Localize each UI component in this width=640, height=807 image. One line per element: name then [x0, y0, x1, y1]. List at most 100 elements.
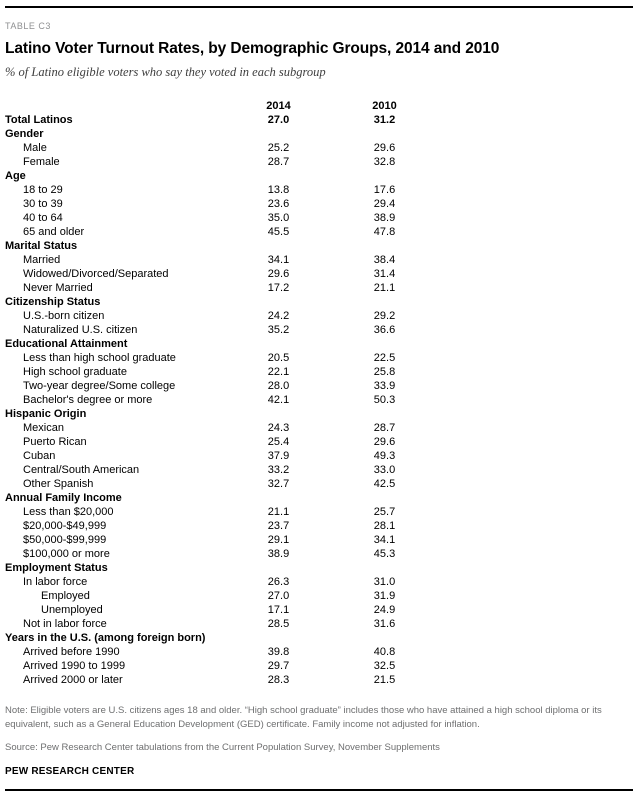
table-row: Widowed/Divorced/Separated 29.6 31.4: [5, 267, 635, 281]
table-row: $50,000-$99,999 29.1 34.1: [5, 533, 635, 547]
table-number-label: TABLE C3: [5, 21, 51, 31]
row-label: 30 to 39: [23, 198, 63, 210]
row-label: Total Latinos: [5, 114, 73, 126]
row-label: Less than $20,000: [23, 506, 114, 518]
table-row: Arrived 2000 or later 28.3 21.5: [5, 673, 635, 687]
row-value-2014: 21.1: [267, 506, 290, 518]
table-row: Annual Family Income: [5, 491, 635, 505]
row-value-2010: 32.5: [373, 660, 396, 672]
row-value-2010: 34.1: [373, 534, 396, 546]
row-value-2014: 39.8: [267, 646, 290, 658]
row-value-2010: 29.2: [373, 310, 396, 322]
row-value-2010: 29.6: [373, 436, 396, 448]
data-table: 2014 2010 Total Latinos 27.0 31.2 Gender Mal…: [5, 99, 635, 687]
row-label: Unemployed: [41, 604, 103, 616]
note-text: Note: Eligible voters are U.S. citizens …: [5, 705, 602, 730]
table-row: $100,000 or more 38.9 45.3: [5, 547, 635, 561]
table-row: Female 28.7 32.8: [5, 155, 635, 169]
table-row: Naturalized U.S. citizen 35.2 36.6: [5, 323, 635, 337]
table-row: Not in labor force 28.5 31.6: [5, 617, 635, 631]
row-label: Mexican: [23, 422, 64, 434]
table-row: Educational Attainment: [5, 337, 635, 351]
row-label: Employment Status: [5, 562, 108, 574]
row-value-2010: 24.9: [373, 604, 396, 616]
row-label: $50,000-$99,999: [23, 534, 107, 546]
row-value-2014: 22.1: [267, 366, 290, 378]
page-title: Latino Voter Turnout Rates, by Demograph…: [5, 40, 500, 57]
table-row: Never Married 17.2 21.1: [5, 281, 635, 295]
table-body: Total Latinos 27.0 31.2 Gender Male 25.2 29.6 F…: [5, 113, 635, 687]
row-label: Other Spanish: [23, 478, 94, 490]
row-value-2010: 49.3: [373, 450, 396, 462]
report-table-page: TABLE C3 Latino Voter Turnout Rates, by …: [0, 6, 640, 792]
table-row: Hispanic Origin: [5, 407, 635, 421]
row-value-2010: 42.5: [373, 478, 396, 490]
row-label: Female: [23, 156, 60, 168]
row-label: 40 to 64: [23, 212, 63, 224]
brand-footer: PEW RESEARCH CENTER: [5, 766, 135, 778]
row-label: Male: [23, 142, 47, 154]
row-label: Central/South American: [23, 464, 140, 476]
source-text: Source: Pew Research Center tabulations …: [5, 741, 440, 753]
table-row: Arrived before 1990 39.8 40.8: [5, 645, 635, 659]
row-value-2014: 35.0: [267, 212, 290, 224]
row-value-2014: 42.1: [267, 394, 290, 406]
row-label: Not in labor force: [23, 618, 107, 630]
row-value-2010: 33.0: [373, 464, 396, 476]
row-value-2014: 28.0: [267, 380, 290, 392]
row-value-2010: 31.9: [373, 590, 396, 602]
row-value-2014: 25.2: [267, 142, 290, 154]
row-value-2010: 17.6: [373, 184, 396, 196]
row-label: Educational Attainment: [5, 338, 128, 350]
row-label: Naturalized U.S. citizen: [23, 324, 138, 336]
row-label: In labor force: [23, 576, 88, 588]
row-value-2010: 28.1: [373, 520, 396, 532]
row-value-2014: 32.7: [267, 478, 290, 490]
row-value-2010: 31.2: [373, 114, 396, 126]
row-value-2014: 25.4: [267, 436, 290, 448]
table-row: 30 to 39 23.6 29.4: [5, 197, 635, 211]
row-value-2010: 36.6: [373, 324, 396, 336]
row-value-2010: 47.8: [373, 226, 396, 238]
row-value-2010: 38.9: [373, 212, 396, 224]
row-value-2010: 22.5: [373, 352, 396, 364]
row-label: Marital Status: [5, 240, 78, 252]
row-label: Employed: [41, 590, 90, 602]
row-value-2014: 29.7: [267, 660, 290, 672]
table-row: In labor force 26.3 31.0: [5, 575, 635, 589]
row-label: Years in the U.S. (among foreign born): [5, 632, 206, 644]
row-label: U.S.-born citizen: [23, 310, 105, 322]
table-row: Puerto Rican 25.4 29.6: [5, 435, 635, 449]
row-label: Two-year degree/Some college: [23, 380, 176, 392]
table-row: Mexican 24.3 28.7: [5, 421, 635, 435]
table-row: $20,000-$49,999 23.7 28.1: [5, 519, 635, 533]
table-row: Two-year degree/Some college 28.0 33.9: [5, 379, 635, 393]
row-label: 18 to 29: [23, 184, 63, 196]
row-value-2014: 26.3: [267, 576, 290, 588]
table-row: Gender: [5, 127, 635, 141]
row-label: $100,000 or more: [23, 548, 110, 560]
column-header-2010: 2010: [372, 100, 397, 112]
row-value-2010: 29.6: [373, 142, 396, 154]
row-value-2014: 27.0: [267, 114, 290, 126]
row-value-2010: 45.3: [373, 548, 396, 560]
row-value-2014: 28.5: [267, 618, 290, 630]
row-label: Gender: [5, 128, 44, 140]
row-value-2014: 20.5: [267, 352, 290, 364]
table-row: Employment Status: [5, 561, 635, 575]
row-value-2014: 28.3: [267, 674, 290, 686]
table-row: Marital Status: [5, 239, 635, 253]
table-row: Married 34.1 38.4: [5, 253, 635, 267]
row-value-2010: 21.1: [373, 282, 396, 294]
table-row: Less than high school graduate 20.5 22.5: [5, 351, 635, 365]
row-value-2014: 13.8: [267, 184, 290, 196]
row-value-2010: 40.8: [373, 646, 396, 658]
bottom-divider: [5, 789, 633, 792]
table-row: Central/South American 33.2 33.0: [5, 463, 635, 477]
row-value-2014: 17.1: [267, 604, 290, 616]
row-value-2010: 21.5: [373, 674, 396, 686]
row-value-2014: 24.2: [267, 310, 290, 322]
row-value-2010: 31.0: [373, 576, 396, 588]
row-value-2010: 25.8: [373, 366, 396, 378]
table-row: Cuban 37.9 49.3: [5, 449, 635, 463]
